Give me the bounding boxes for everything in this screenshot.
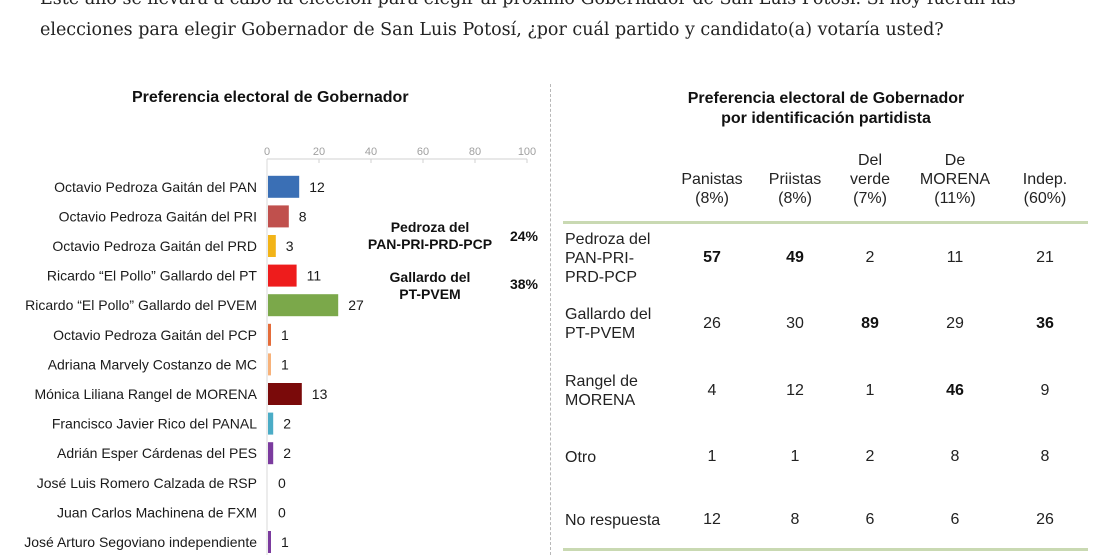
- table-cell: 8: [950, 448, 960, 465]
- column-header: Indep. (60%): [1022, 171, 1068, 207]
- x-tick-label: 40: [365, 146, 377, 158]
- column-header: Del verde (7%): [849, 152, 891, 207]
- table-title-line-2: por identificación partidista: [721, 110, 931, 127]
- survey-question: Este año se llevará a cabo la elección p…: [40, 0, 1100, 46]
- bar-value-label: 1: [281, 356, 289, 372]
- annotation-label: Pedroza del: [391, 219, 470, 235]
- bar: [268, 412, 274, 435]
- category-label: Juan Carlos Machinena de FXM: [57, 504, 257, 520]
- table-cell: 1: [865, 382, 875, 399]
- bar: [268, 383, 302, 405]
- annotation-value: 24%: [510, 228, 539, 244]
- table-cell: 21: [1036, 249, 1054, 266]
- question-line-1: Este año se llevará a cabo la elección p…: [40, 0, 1100, 15]
- column-header: Panistas (8%): [681, 171, 743, 207]
- table-cell: 12: [703, 511, 721, 528]
- bar-value-label: 2: [283, 416, 291, 432]
- table-cell: 36: [1036, 315, 1054, 332]
- category-label: Adriana Marvely Costanzo de MC: [48, 356, 257, 372]
- row-label: Gallardo del PT-PVEM: [565, 306, 652, 342]
- column-header: De MORENA (11%): [919, 152, 991, 207]
- x-tick-label: 0: [264, 146, 270, 158]
- bar-value-label: 1: [281, 327, 289, 343]
- x-tick-label: 100: [518, 146, 536, 158]
- annotation-label: Gallardo del: [390, 269, 471, 285]
- column-header: Priistas (8%): [768, 171, 822, 207]
- table-cell: 46: [946, 382, 964, 399]
- category-label: Adrián Esper Cárdenas del PES: [57, 445, 257, 461]
- table-cell: 2: [865, 448, 875, 465]
- table-title: Preferencia electoral de Gobernador por …: [566, 89, 1086, 129]
- table-cell: 8: [1040, 448, 1050, 465]
- bar-value-label: 0: [278, 475, 286, 491]
- category-label: José Luis Romero Calzada de RSP: [37, 475, 257, 491]
- category-label: Octavio Pedroza Gaitán del PCP: [53, 327, 257, 343]
- category-label: Octavio Pedroza Gaitán del PRI: [59, 208, 257, 224]
- annotation-value: 38%: [510, 276, 539, 292]
- panel-divider: [550, 84, 551, 555]
- bar-value-label: 2: [283, 445, 291, 461]
- row-label: Rangel de MORENA: [565, 373, 638, 409]
- row-label: Pedroza del PAN-PRI- PRD-PCP: [565, 230, 651, 286]
- bar-value-label: 13: [312, 386, 328, 402]
- x-tick-label: 60: [417, 146, 429, 158]
- category-label: José Arturo Segoviano independiente: [24, 534, 257, 550]
- bar-value-label: 1: [281, 534, 289, 550]
- bar: [268, 531, 271, 553]
- question-line-2: elecciones para elegir Gobernador de San…: [40, 20, 944, 40]
- annotation-label: PT-PVEM: [399, 286, 460, 302]
- table-cell: 30: [786, 315, 804, 332]
- table-cell: 1: [707, 448, 717, 465]
- table-cell: 4: [707, 382, 717, 399]
- category-label: Octavio Pedroza Gaitán del PAN: [54, 179, 257, 195]
- table-cell: 6: [865, 511, 875, 528]
- bar-chart-title: Preferencia electoral de Gobernador: [132, 89, 409, 106]
- annotation-label: PAN-PRI-PRD-PCP: [368, 236, 492, 252]
- table-title-line-1: Preferencia electoral de Gobernador: [687, 90, 965, 107]
- category-label: Francisco Javier Rico del PANAL: [52, 416, 257, 432]
- bar: [268, 442, 274, 465]
- crosstab-table: Panistas (8%) Priistas (8%) Del verde (7%) De MO…: [563, 0, 1088, 555]
- table-cell: 26: [1036, 511, 1054, 528]
- bar: [268, 175, 300, 198]
- table-cell: 12: [786, 382, 804, 399]
- bar-value-label: 27: [348, 297, 364, 313]
- table-cell: 11: [946, 249, 964, 266]
- table-cell: 29: [946, 315, 964, 332]
- header-rule: [563, 221, 1088, 224]
- table-cell: 49: [786, 249, 804, 266]
- table-cell: 8: [790, 511, 800, 528]
- table-cell: 2: [865, 249, 875, 266]
- bar: [268, 235, 276, 257]
- category-label: Ricardo “El Pollo” Gallardo del PT: [47, 268, 258, 284]
- bar-value-label: 0: [278, 504, 286, 520]
- bar-value-label: 12: [309, 179, 325, 195]
- bar: [268, 264, 297, 287]
- table-cell: 9: [1040, 382, 1050, 399]
- x-tick-label: 80: [469, 146, 481, 158]
- table-cell: 6: [950, 511, 960, 528]
- table-cell: 1: [790, 448, 800, 465]
- category-label: Mónica Liliana Rangel de MORENA: [34, 386, 257, 402]
- bar: [268, 205, 289, 228]
- footer-rule: [563, 548, 1088, 551]
- bar: [268, 323, 271, 346]
- table-cell: 89: [861, 315, 879, 332]
- bar-value-label: 8: [299, 208, 307, 224]
- row-label: Otro: [565, 448, 597, 466]
- bar: [268, 294, 339, 317]
- table-cell: 57: [703, 249, 721, 266]
- bar-value-label: 3: [286, 238, 294, 254]
- row-label: No respuesta: [565, 511, 661, 529]
- x-tick-label: 20: [313, 146, 325, 158]
- category-label: Octavio Pedroza Gaitán del PRD: [52, 238, 257, 254]
- table-cell: 26: [703, 315, 721, 332]
- bar: [268, 353, 271, 376]
- bar-value-label: 11: [307, 268, 322, 284]
- category-label: Ricardo “El Pollo” Gallardo del PVEM: [25, 297, 257, 313]
